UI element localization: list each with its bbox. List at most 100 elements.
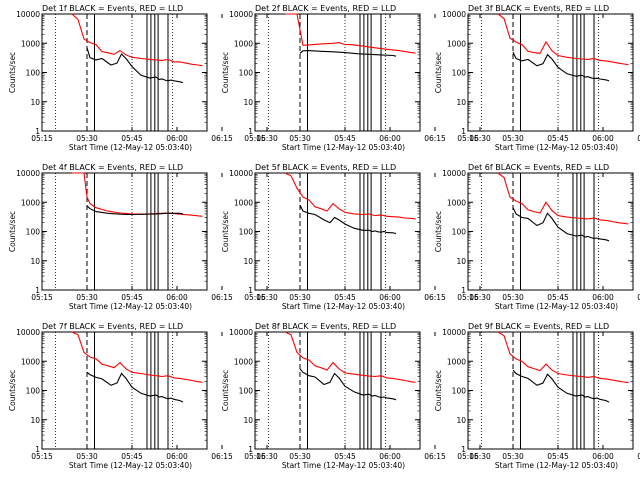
x-tick-label: 06:00 xyxy=(592,293,614,302)
y-tick-label: 100 xyxy=(239,387,254,396)
x-tick-label: 06:30 xyxy=(256,452,278,461)
x-tick-label: 05:30 xyxy=(502,293,524,302)
y-tick-label: 100 xyxy=(452,228,467,237)
lld-series-line xyxy=(284,331,416,383)
panel-7: Det 7f BLACK = Events, RED = LLD11010010… xyxy=(8,322,278,470)
x-tick-label: 05:30 xyxy=(502,134,524,143)
x-tick-label: 05:45 xyxy=(121,134,143,143)
y-tick-label: 10 xyxy=(30,257,40,266)
x-tick-label: 06:15 xyxy=(211,134,233,143)
plot-frame xyxy=(467,13,634,132)
lld-series-line xyxy=(497,172,629,225)
y-axis-label: Counts/sec xyxy=(8,211,17,252)
x-tick-label: 05:30 xyxy=(76,134,98,143)
x-tick-label: 06:00 xyxy=(379,452,401,461)
x-axis-label: Start Time (12-May-12 05:03:40) xyxy=(69,461,192,470)
plot-frame xyxy=(41,13,208,132)
x-tick-label: 05:45 xyxy=(547,134,569,143)
x-axis-label: Start Time (12-May-12 05:03:40) xyxy=(282,302,405,311)
x-tick-label: 06:00 xyxy=(166,452,188,461)
x-tick-label: 05:15 xyxy=(457,134,479,143)
lld-series-line xyxy=(284,172,416,220)
y-tick-label: 100 xyxy=(26,387,41,396)
x-tick-label: 05:15 xyxy=(457,452,479,461)
y-tick-label: 10 xyxy=(243,416,253,425)
events-series-line xyxy=(299,204,397,235)
x-tick-label: 06:30 xyxy=(256,293,278,302)
y-tick-label: 10000 xyxy=(442,328,466,337)
y-axis-label: Counts/sec xyxy=(434,52,443,93)
y-axis-label: Counts/sec xyxy=(8,52,17,93)
x-tick-label: 06:00 xyxy=(379,134,401,143)
panel-4: Det 4f BLACK = Events, RED = LLD11010010… xyxy=(8,163,278,311)
x-tick-label: 06:15 xyxy=(211,293,233,302)
x-tick-label: 05:15 xyxy=(31,293,53,302)
x-tick-label: 06:15 xyxy=(211,452,233,461)
x-axis-label: Start Time (12-May-12 05:03:40) xyxy=(495,461,618,470)
y-axis-label: Counts/sec xyxy=(434,211,443,252)
y-tick-label: 1000 xyxy=(234,198,253,207)
lld-series-line xyxy=(497,331,629,384)
x-tick-label: 05:45 xyxy=(121,293,143,302)
plot-frame xyxy=(41,172,208,291)
y-tick-label: 1 xyxy=(35,445,40,454)
y-axis-label: Counts/sec xyxy=(221,370,230,411)
y-tick-label: 1000 xyxy=(21,357,40,366)
y-tick-label: 10 xyxy=(30,98,40,107)
x-tick-label: 06:15 xyxy=(424,452,446,461)
y-tick-label: 1000 xyxy=(447,357,466,366)
x-tick-label: 06:15 xyxy=(424,293,446,302)
x-tick-label: 05:15 xyxy=(244,293,266,302)
x-tick-label: 06:15 xyxy=(637,452,640,461)
panel-title: Det 4f BLACK = Events, RED = LLD xyxy=(42,163,183,172)
panel-6: Det 6f BLACK = Events, RED = LLD 1 10 100 10… xyxy=(434,163,640,311)
y-tick-label: 10 xyxy=(456,416,466,425)
y-tick-label: 10 xyxy=(243,257,253,266)
x-tick-label: 05:45 xyxy=(334,452,356,461)
x-tick-label: 06:15 xyxy=(424,134,446,143)
y-tick-label: 10000 xyxy=(229,10,253,19)
lld-series-line xyxy=(71,13,203,67)
x-tick-label: 05:30 xyxy=(289,134,311,143)
x-tick-label: 05:15 xyxy=(244,134,266,143)
y-tick-label: 1 xyxy=(35,127,40,136)
y-tick-label: 10000 xyxy=(16,169,40,178)
events-series-line xyxy=(512,369,610,403)
events-series-line xyxy=(512,51,610,82)
y-tick-label: 1000 xyxy=(234,357,253,366)
x-tick-label: 06:30 xyxy=(469,452,491,461)
panel-2: Det 2f BLACK = Events, RED = LLD11010010… xyxy=(221,4,491,152)
lld-series-line xyxy=(497,13,629,66)
x-axis-label: Start Time (12-May-12 05:03:40) xyxy=(495,302,618,311)
x-tick-label: 05:30 xyxy=(76,452,98,461)
events-series-line xyxy=(86,371,184,403)
x-tick-label: 06:00 xyxy=(592,134,614,143)
panel-title: Det 3f BLACK = Events, RED = LLD xyxy=(468,4,609,13)
x-tick-label: 05:45 xyxy=(121,452,143,461)
x-axis-label: Start Time (12-May-12 05:03:40) xyxy=(282,143,405,152)
y-tick-label: 10000 xyxy=(229,328,253,337)
y-tick-label: 1000 xyxy=(21,198,40,207)
y-axis-label: Counts/sec xyxy=(8,370,17,411)
y-tick-label: 1 xyxy=(461,127,466,136)
events-series-line xyxy=(299,50,397,57)
lld-series-line xyxy=(285,13,416,54)
y-tick-label: 1 xyxy=(35,286,40,295)
x-tick-label: 06:00 xyxy=(166,293,188,302)
y-tick-label: 1 xyxy=(248,127,253,136)
events-series-line xyxy=(299,368,397,401)
x-tick-label: 05:15 xyxy=(244,452,266,461)
panel-3: Det 3f BLACK = Events, RED = LLD 1 10 100 10… xyxy=(434,4,640,152)
x-tick-label: 05:15 xyxy=(31,134,53,143)
x-axis-label: Start Time (12-May-12 05:03:40) xyxy=(69,143,192,152)
y-tick-label: 1 xyxy=(248,445,253,454)
x-tick-label: 06:30 xyxy=(469,134,491,143)
panel-5: Det 5f BLACK = Events, RED = LLD11010010… xyxy=(221,163,491,311)
plot-frame xyxy=(467,172,634,291)
plot-frame xyxy=(467,331,634,450)
panel-title: Det 9f BLACK = Events, RED = LLD xyxy=(468,322,609,331)
y-tick-label: 1 xyxy=(461,286,466,295)
x-tick-label: 06:30 xyxy=(256,134,278,143)
events-series-line xyxy=(86,205,184,216)
y-tick-label: 100 xyxy=(452,387,467,396)
